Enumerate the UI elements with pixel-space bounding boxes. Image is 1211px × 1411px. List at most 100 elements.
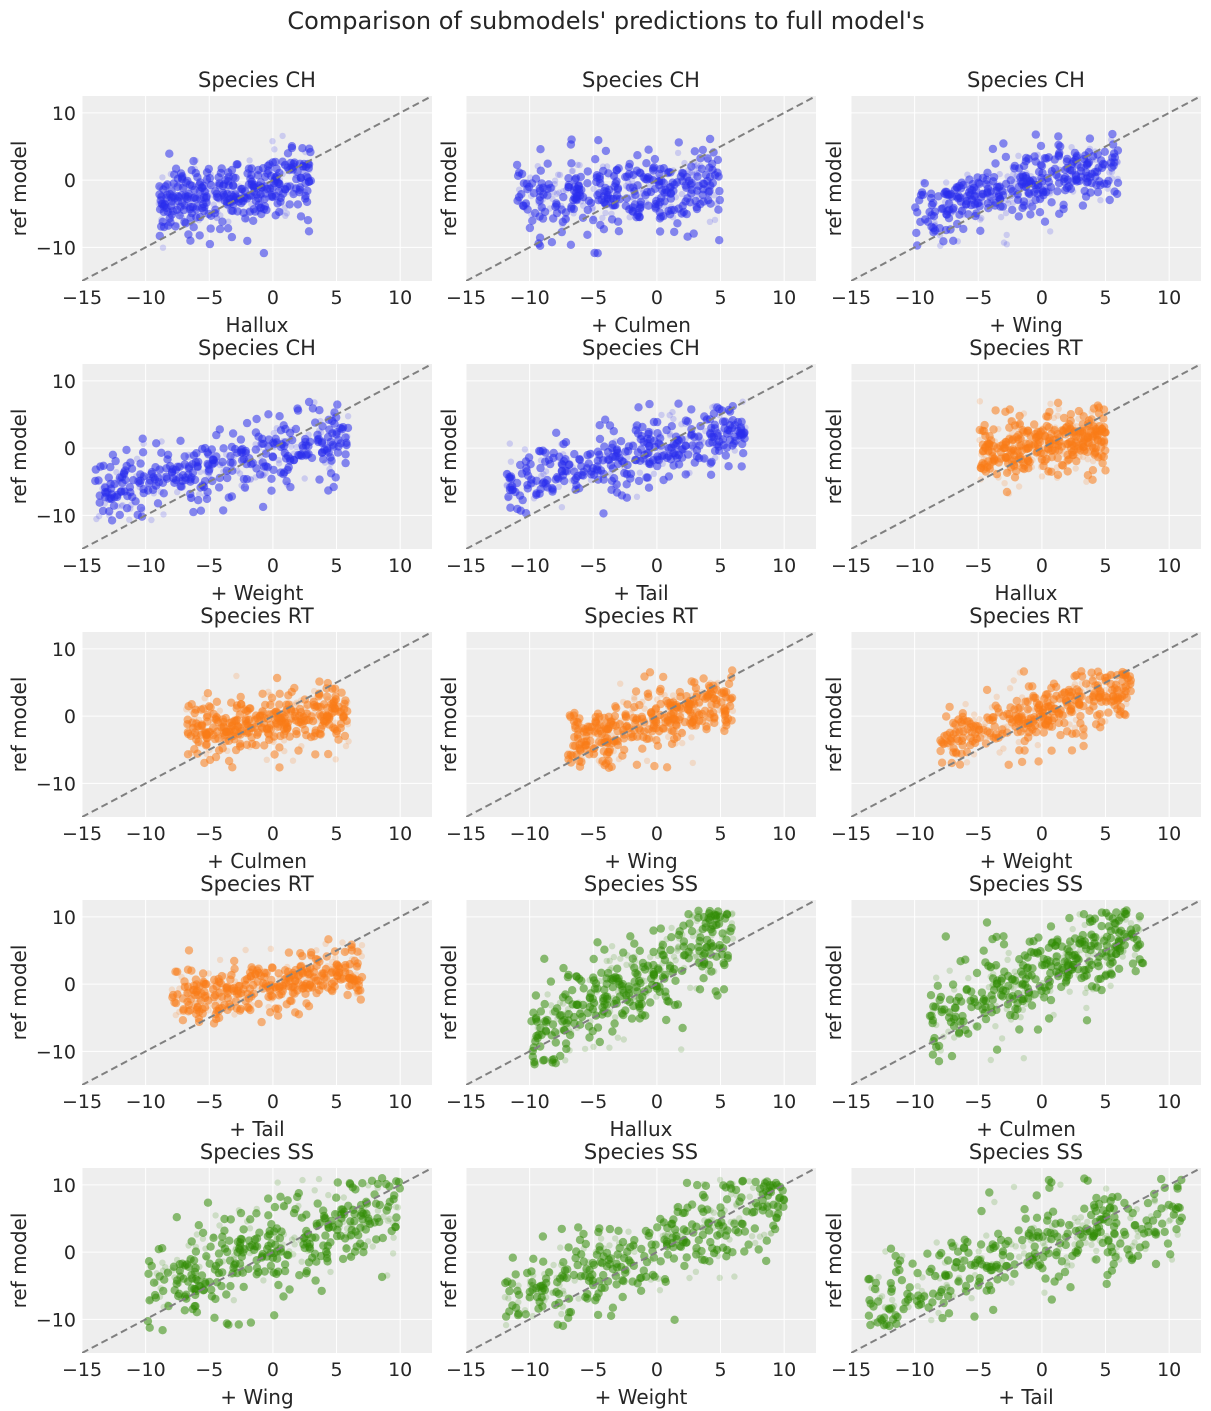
scatter-point xyxy=(276,731,285,741)
scatter-point xyxy=(1007,417,1014,424)
scatter-point xyxy=(529,1008,538,1017)
scatter-point xyxy=(336,963,343,970)
y-axis-label: ref model xyxy=(437,945,461,1041)
scatter-point xyxy=(304,397,314,407)
scatter-point xyxy=(1028,725,1037,734)
scatter-point xyxy=(264,735,274,745)
scatter-point xyxy=(1071,729,1081,738)
scatter-point xyxy=(995,425,1002,433)
scatter-point xyxy=(1050,169,1057,176)
scatter-point xyxy=(629,706,636,713)
scatter-point xyxy=(1014,460,1022,467)
scatter-point xyxy=(688,432,695,439)
scatter-point xyxy=(687,677,696,686)
scatter-point xyxy=(336,424,345,433)
scatter-point xyxy=(644,201,653,210)
scatter-point xyxy=(667,726,677,735)
scatter-point xyxy=(296,949,305,958)
scatter-point xyxy=(570,467,579,476)
scatter-point xyxy=(656,684,665,694)
scatter-point xyxy=(944,199,954,208)
scatter-point xyxy=(714,919,724,928)
scatter-point xyxy=(261,448,269,455)
scatter-point xyxy=(742,424,749,431)
scatter-point xyxy=(186,236,195,245)
scatter-point xyxy=(983,440,992,449)
scatter-point xyxy=(993,444,1002,453)
scatter-point xyxy=(575,762,585,771)
scatter-point xyxy=(546,205,553,212)
scatter-point xyxy=(504,492,513,501)
scatter-point xyxy=(980,730,987,738)
scatter-point xyxy=(344,973,354,983)
scatter-point xyxy=(293,406,303,415)
scatter-point xyxy=(991,734,1000,743)
scatter-point xyxy=(294,746,303,755)
scatter-point xyxy=(624,442,634,451)
scatter-point xyxy=(705,134,715,144)
x-tick-label: 10 xyxy=(1157,287,1181,309)
scatter-point xyxy=(583,1008,592,1018)
scatter-point xyxy=(1033,440,1043,450)
scatter-point xyxy=(195,460,202,468)
scatter-point xyxy=(113,469,120,476)
scatter-point xyxy=(550,1007,560,1016)
scatter-point xyxy=(1093,667,1103,676)
scatter-point xyxy=(292,729,301,739)
scatter-point xyxy=(594,136,603,145)
scatter-point xyxy=(1018,425,1027,435)
subplot-title: Species CH xyxy=(582,336,700,360)
scatter-point xyxy=(219,195,227,203)
scatter-point xyxy=(122,445,131,455)
scatter-point xyxy=(219,190,228,199)
scatter-point xyxy=(269,138,276,145)
scatter-point xyxy=(561,990,570,999)
scatter-point xyxy=(643,690,650,697)
scatter-point xyxy=(974,729,981,737)
scatter-point xyxy=(724,462,733,471)
scatter-point xyxy=(253,171,263,180)
scatter-point xyxy=(323,432,333,442)
scatter-point xyxy=(147,467,157,477)
scatter-point xyxy=(718,417,728,426)
scatter-point xyxy=(674,460,684,469)
scatter-point xyxy=(643,757,651,764)
scatter-point xyxy=(678,1046,685,1053)
scatter-point xyxy=(576,745,585,754)
scatter-point xyxy=(1044,466,1052,474)
scatter-point xyxy=(567,135,576,144)
scatter-point xyxy=(1081,174,1088,181)
scatter-point xyxy=(649,417,659,427)
scatter-point xyxy=(122,504,132,513)
scatter-point xyxy=(265,735,272,743)
scatter-point xyxy=(1001,440,1011,449)
scatter-point xyxy=(1007,417,1016,426)
scatter-point xyxy=(655,453,662,460)
scatter-point xyxy=(1069,157,1078,166)
scatter-point xyxy=(1093,436,1103,445)
scatter-point xyxy=(631,423,639,430)
scatter-point xyxy=(675,927,684,936)
y-tick-label: 0 xyxy=(64,170,76,192)
scatter-point xyxy=(568,986,577,995)
scatter-point xyxy=(684,947,693,956)
scatter-point xyxy=(214,746,224,755)
scatter-point xyxy=(295,185,304,194)
scatter-point xyxy=(267,474,276,483)
x-tick-label: −15 xyxy=(446,823,486,845)
scatter-point xyxy=(247,476,254,483)
scatter-point xyxy=(282,182,292,191)
scatter-point xyxy=(994,456,1001,463)
scatter-point xyxy=(966,719,975,729)
scatter-point xyxy=(1085,134,1095,143)
scatter-point xyxy=(339,939,346,946)
scatter-point xyxy=(695,441,704,450)
scatter-point xyxy=(1009,455,1019,464)
scatter-point xyxy=(233,207,242,216)
scatter-point xyxy=(595,421,604,430)
scatter-point xyxy=(1118,683,1128,693)
scatter-point xyxy=(332,726,342,736)
scatter-point xyxy=(630,939,639,948)
scatter-point xyxy=(352,962,362,971)
scatter-point xyxy=(187,473,196,482)
